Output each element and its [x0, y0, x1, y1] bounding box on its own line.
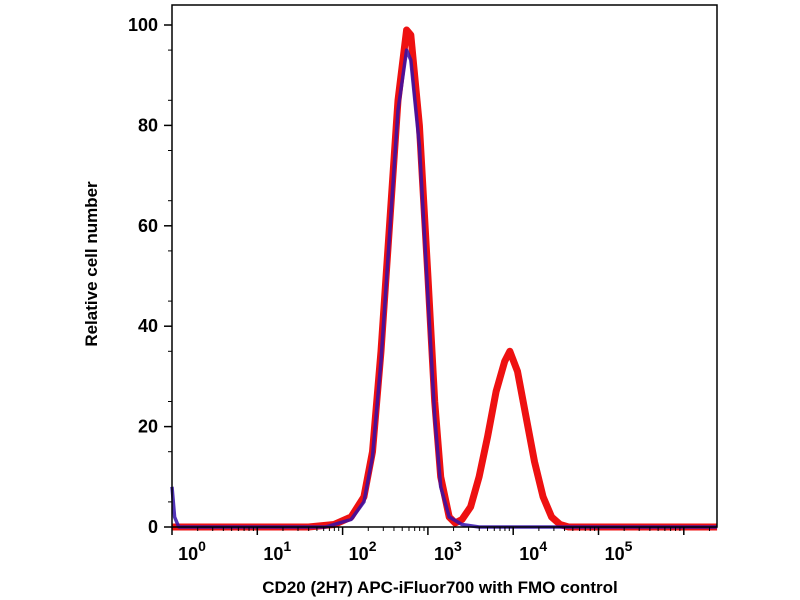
x-tick-base: 10 — [434, 544, 454, 564]
x-tick-label: 103 — [434, 538, 462, 564]
x-tick-exponent: 5 — [625, 538, 633, 554]
x-tick-exponent: 1 — [283, 538, 291, 554]
series-line-cd20 — [172, 26, 718, 531]
x-axis-title: CD20 (2H7) APC-iFluor700 with FMO contro… — [262, 578, 617, 597]
x-tick-exponent: 0 — [198, 538, 206, 554]
y-tick-label: 80 — [138, 115, 158, 135]
y-tick-label: 0 — [148, 517, 158, 537]
x-tick-exponent: 3 — [454, 538, 462, 554]
x-tick-base: 10 — [263, 544, 283, 564]
x-tick-base: 10 — [178, 544, 198, 564]
y-tick-label: 40 — [138, 316, 158, 336]
y-tick-label: 60 — [138, 216, 158, 236]
y-tick-label: 20 — [138, 417, 158, 437]
x-tick-base: 10 — [349, 544, 369, 564]
x-tick-label: 101 — [263, 538, 291, 564]
y-axis-title: Relative cell number — [82, 181, 101, 347]
series-layer — [170, 26, 718, 531]
x-tick-exponent: 2 — [369, 538, 377, 554]
x-tick-exponent: 4 — [539, 538, 547, 554]
x-tick-label: 105 — [605, 538, 633, 564]
x-tick-base: 10 — [605, 544, 625, 564]
plot-frame — [171, 4, 718, 528]
x-tick-label: 104 — [519, 538, 547, 564]
y-tick-label: 100 — [128, 15, 158, 35]
x-tick-base: 10 — [519, 544, 539, 564]
x-tick-label: 100 — [178, 538, 206, 564]
x-tick-label: 102 — [349, 538, 377, 564]
series-line-fmo-control — [170, 48, 718, 529]
